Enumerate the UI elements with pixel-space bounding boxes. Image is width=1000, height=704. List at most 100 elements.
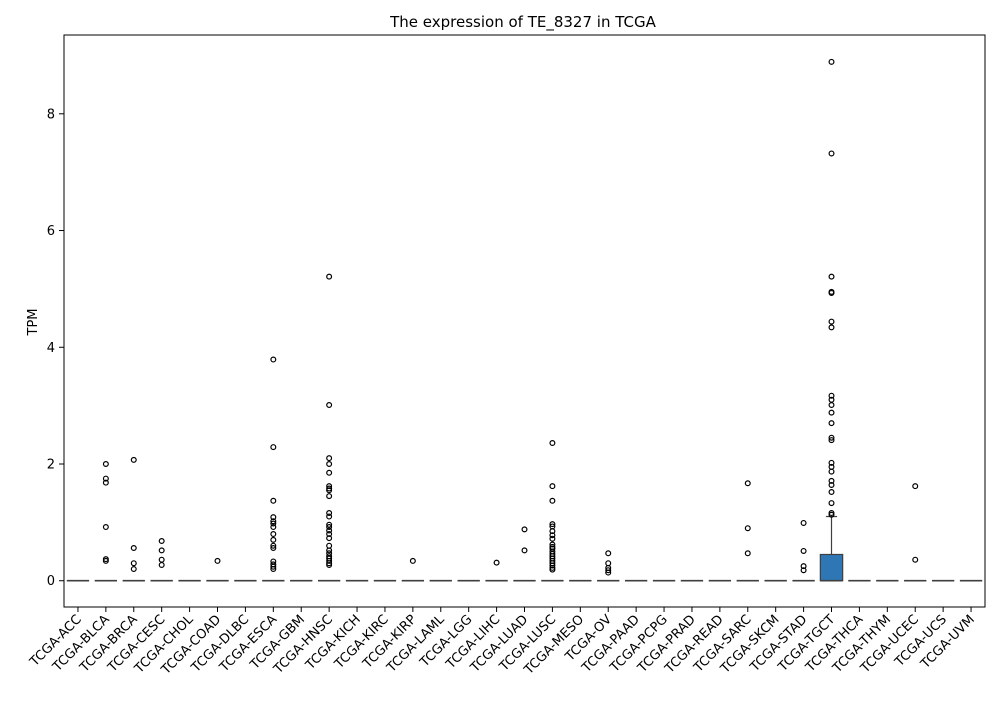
outlier-point — [744, 525, 751, 532]
outlier-point — [270, 545, 277, 552]
outlier-point — [270, 542, 277, 549]
outlier-point — [828, 402, 835, 409]
outlier-point — [326, 402, 333, 409]
outlier-point — [102, 557, 109, 564]
outlier-point — [828, 489, 835, 496]
outlier-point — [130, 545, 137, 552]
outlier-point — [270, 566, 277, 573]
y-tick-label: 2 — [47, 458, 55, 473]
outlier-point — [549, 521, 556, 528]
outlier-point — [326, 535, 333, 542]
y-tick-label: 8 — [47, 107, 55, 122]
outlier-point — [270, 520, 277, 527]
outlier-point — [828, 511, 835, 518]
outlier-point — [605, 550, 612, 557]
outlier-point — [130, 456, 137, 463]
outlier-point — [828, 482, 835, 489]
y-tick-label: 0 — [47, 574, 55, 589]
outlier-point — [549, 497, 556, 504]
outlier-point — [828, 434, 835, 441]
outlier-point — [326, 521, 333, 528]
outlier-point — [130, 560, 137, 567]
outlier-point — [214, 557, 221, 564]
outlier-point — [270, 514, 277, 521]
outlier-point — [326, 455, 333, 462]
outlier-point — [270, 497, 277, 504]
outlier-point — [549, 535, 556, 542]
outlier-point — [744, 550, 751, 557]
outlier-point — [102, 461, 109, 468]
outlier-point — [828, 273, 835, 280]
outlier-point — [158, 547, 165, 554]
outlier-point — [828, 289, 835, 296]
outlier-point — [828, 150, 835, 157]
outlier-point — [326, 469, 333, 476]
outlier-point — [828, 409, 835, 416]
outlier-point — [549, 532, 556, 539]
outlier-point — [326, 531, 333, 538]
y-tick-label: 4 — [47, 341, 55, 356]
outlier-point — [549, 566, 556, 573]
outlier-point — [326, 493, 333, 500]
outlier-point — [912, 483, 919, 490]
outlier-point — [326, 561, 333, 568]
outlier-point — [270, 563, 277, 570]
outlier-point — [549, 439, 556, 446]
outlier-point — [270, 356, 277, 363]
outlier-point — [158, 561, 165, 568]
outlier-point — [828, 324, 835, 331]
outlier-point — [158, 538, 165, 545]
outlier-point — [326, 513, 333, 520]
outlier-point — [326, 524, 333, 531]
outlier-point — [326, 487, 333, 494]
outlier-point — [270, 524, 277, 531]
outlier-point — [409, 557, 416, 564]
outlier-point — [828, 477, 835, 484]
outlier-point — [828, 318, 835, 325]
outlier-point — [521, 547, 528, 554]
outlier-point — [270, 518, 277, 525]
outlier-point — [130, 566, 137, 573]
outlier-point — [326, 557, 333, 564]
outlier-point — [828, 437, 835, 444]
outlier-point — [270, 444, 277, 451]
outlier-point — [270, 536, 277, 543]
outlier-point — [605, 569, 612, 576]
outlier-point — [605, 567, 612, 574]
outlier-point — [828, 459, 835, 466]
outlier-point — [549, 483, 556, 490]
outlier-point — [326, 510, 333, 517]
outlier-point — [102, 479, 109, 486]
y-axis-label: TPM — [26, 309, 41, 337]
outlier-point — [549, 528, 556, 535]
outlier-point — [744, 480, 751, 487]
outlier-point — [326, 483, 333, 490]
outlier-point — [828, 58, 835, 65]
outlier-point — [800, 519, 807, 526]
outlier-point — [326, 273, 333, 280]
outlier-point — [549, 562, 556, 569]
outlier-point — [912, 556, 919, 563]
outlier-point — [326, 527, 333, 534]
outlier-point — [828, 420, 835, 427]
plot-area: 02468TCGA-ACCTCGA-BLCATCGA-BRCATCGA-CESC… — [27, 34, 986, 678]
outlier-point — [493, 559, 500, 566]
outlier-point — [270, 531, 277, 538]
outlier-point — [549, 541, 556, 548]
outlier-point — [828, 392, 835, 399]
outlier-point — [521, 526, 528, 533]
outlier-point — [102, 475, 109, 482]
outlier-point — [800, 563, 807, 570]
chart-title: The expression of TE_8327 in TCGA — [389, 13, 656, 32]
outlier-point — [326, 461, 333, 468]
outlier-point — [800, 567, 807, 574]
outlier-point — [828, 500, 835, 507]
outlier-point — [102, 524, 109, 531]
outlier-point — [828, 468, 835, 475]
y-tick-label: 6 — [47, 224, 55, 239]
outlier-point — [800, 547, 807, 554]
outlier-point — [326, 547, 333, 554]
